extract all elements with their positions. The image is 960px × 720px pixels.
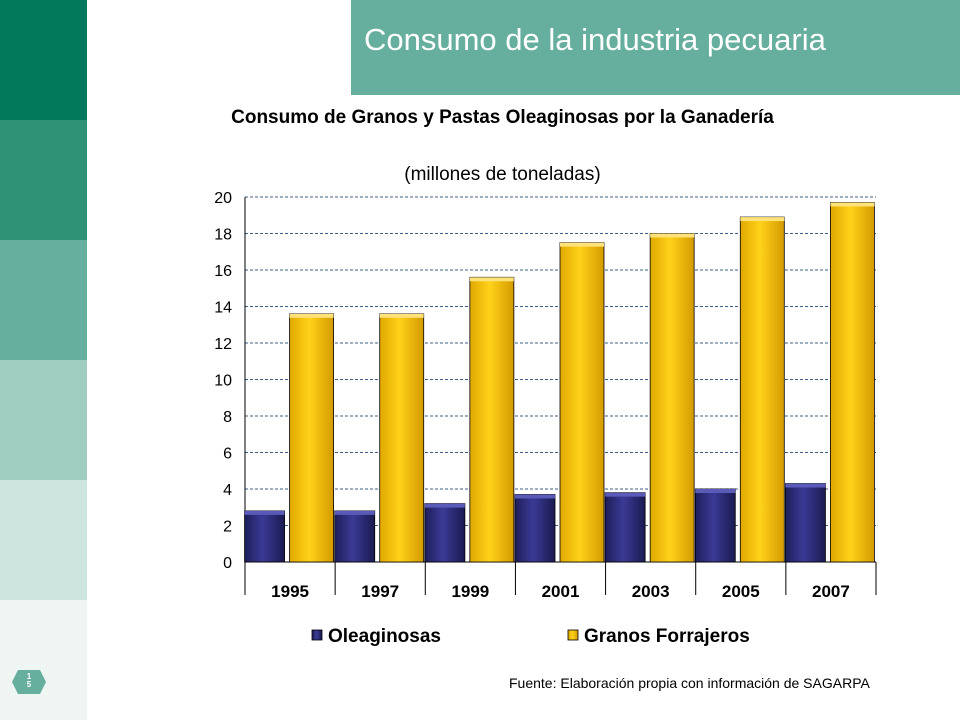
- bar-top-highlight: [289, 313, 334, 318]
- legend-label-granos-forrajeros: Granos Forrajeros: [584, 626, 750, 647]
- bar-chart: 0 2 4 6 8 10 12 14 16 18 20 1995 1997 1999 2001 2003 200…: [214, 190, 877, 647]
- y-tick-label: 2: [223, 519, 232, 536]
- bar-top-highlight: [424, 503, 465, 508]
- side-band-3: [0, 240, 87, 360]
- bar-oleaginosas-1997: [334, 510, 376, 563]
- bar-granos-forrajeros-2007: [830, 202, 875, 563]
- bar-top-highlight: [830, 202, 875, 207]
- bar-top-highlight: [334, 510, 375, 515]
- y-tick-label: 4: [223, 482, 232, 499]
- legend-label-oleaginosas: Oleaginosas: [328, 626, 441, 647]
- bar-top-highlight: [379, 313, 424, 318]
- bar-granos-forrajeros-1999: [469, 276, 515, 563]
- y-tick-label: 14: [214, 300, 232, 317]
- bar-top-highlight: [515, 494, 555, 499]
- slide-title: Consumo de la industria pecuaria: [364, 22, 826, 57]
- legend-swatch-oleaginosas: [311, 629, 323, 641]
- bar-top-highlight: [469, 277, 514, 282]
- bar-top-highlight: [605, 492, 646, 497]
- bar-top-highlight: [650, 233, 695, 238]
- legend-swatch-granos-forrajeros: [567, 629, 579, 641]
- bar-granos-forrajeros-2005: [739, 216, 785, 563]
- x-tick-label: 2001: [542, 582, 580, 601]
- bar-granos-forrajeros-2001: [559, 242, 605, 563]
- bar-granos-forrajeros-1995: [289, 313, 334, 563]
- side-color-bands: [0, 0, 87, 720]
- bar-top-highlight: [244, 510, 285, 515]
- bar-oleaginosas-2005: [694, 488, 736, 563]
- bar-oleaginosas-2007: [785, 483, 826, 563]
- bar-top-highlight: [740, 217, 785, 222]
- bar-oleaginosas-1995: [244, 510, 285, 563]
- side-band-2: [0, 120, 87, 240]
- x-tick-label: 2007: [812, 582, 850, 601]
- side-band-5: [0, 480, 87, 600]
- bar-oleaginosas-1999: [424, 503, 466, 563]
- bar-granos-forrajeros-2003: [649, 233, 695, 563]
- side-band-1: [0, 0, 87, 120]
- y-tick-label: 12: [214, 336, 232, 353]
- y-tick-label: 10: [214, 373, 232, 390]
- y-tick-label: 0: [223, 555, 232, 572]
- x-tick-label: 1999: [451, 582, 489, 601]
- y-tick-label: 18: [214, 227, 232, 244]
- page-badge-shape: [12, 670, 46, 694]
- y-tick-label: 6: [223, 446, 232, 463]
- x-tick-label: 1995: [271, 582, 309, 601]
- slide-title-bar: Consumo de la industria pecuaria: [351, 0, 960, 95]
- x-tick-label: 2005: [722, 582, 760, 601]
- bar-granos-forrajeros-1997: [379, 313, 425, 563]
- chart-title: Consumo de Granos y Pastas Oleaginosas p…: [231, 107, 774, 128]
- x-tick-label: 1997: [361, 582, 399, 601]
- y-tick-label: 20: [214, 190, 232, 207]
- source-note: Fuente: Elaboración propia con informaci…: [509, 675, 870, 691]
- bar-oleaginosas-2001: [514, 494, 556, 563]
- chart-subtitle: (millones de toneladas): [404, 164, 601, 185]
- bar-oleaginosas-2003: [604, 492, 646, 563]
- y-tick-label: 8: [223, 409, 232, 426]
- x-tick-label: 2003: [632, 582, 670, 601]
- bar-top-highlight: [560, 242, 604, 247]
- side-band-4: [0, 360, 87, 480]
- y-tick-label: 16: [214, 263, 232, 280]
- side-band-6: [0, 600, 87, 720]
- bar-top-highlight: [785, 483, 826, 488]
- bar-top-highlight: [695, 489, 736, 493]
